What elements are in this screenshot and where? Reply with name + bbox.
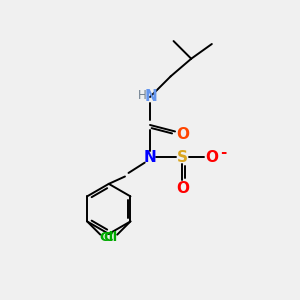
- Text: O: O: [176, 127, 190, 142]
- Text: O: O: [205, 150, 218, 165]
- Text: Cl: Cl: [103, 231, 118, 244]
- Text: -: -: [220, 146, 227, 160]
- Text: Cl: Cl: [100, 231, 114, 244]
- Text: S: S: [177, 150, 188, 165]
- Text: H: H: [137, 89, 146, 102]
- Text: N: N: [144, 150, 156, 165]
- Text: O: O: [176, 181, 189, 196]
- Text: N: N: [145, 89, 158, 104]
